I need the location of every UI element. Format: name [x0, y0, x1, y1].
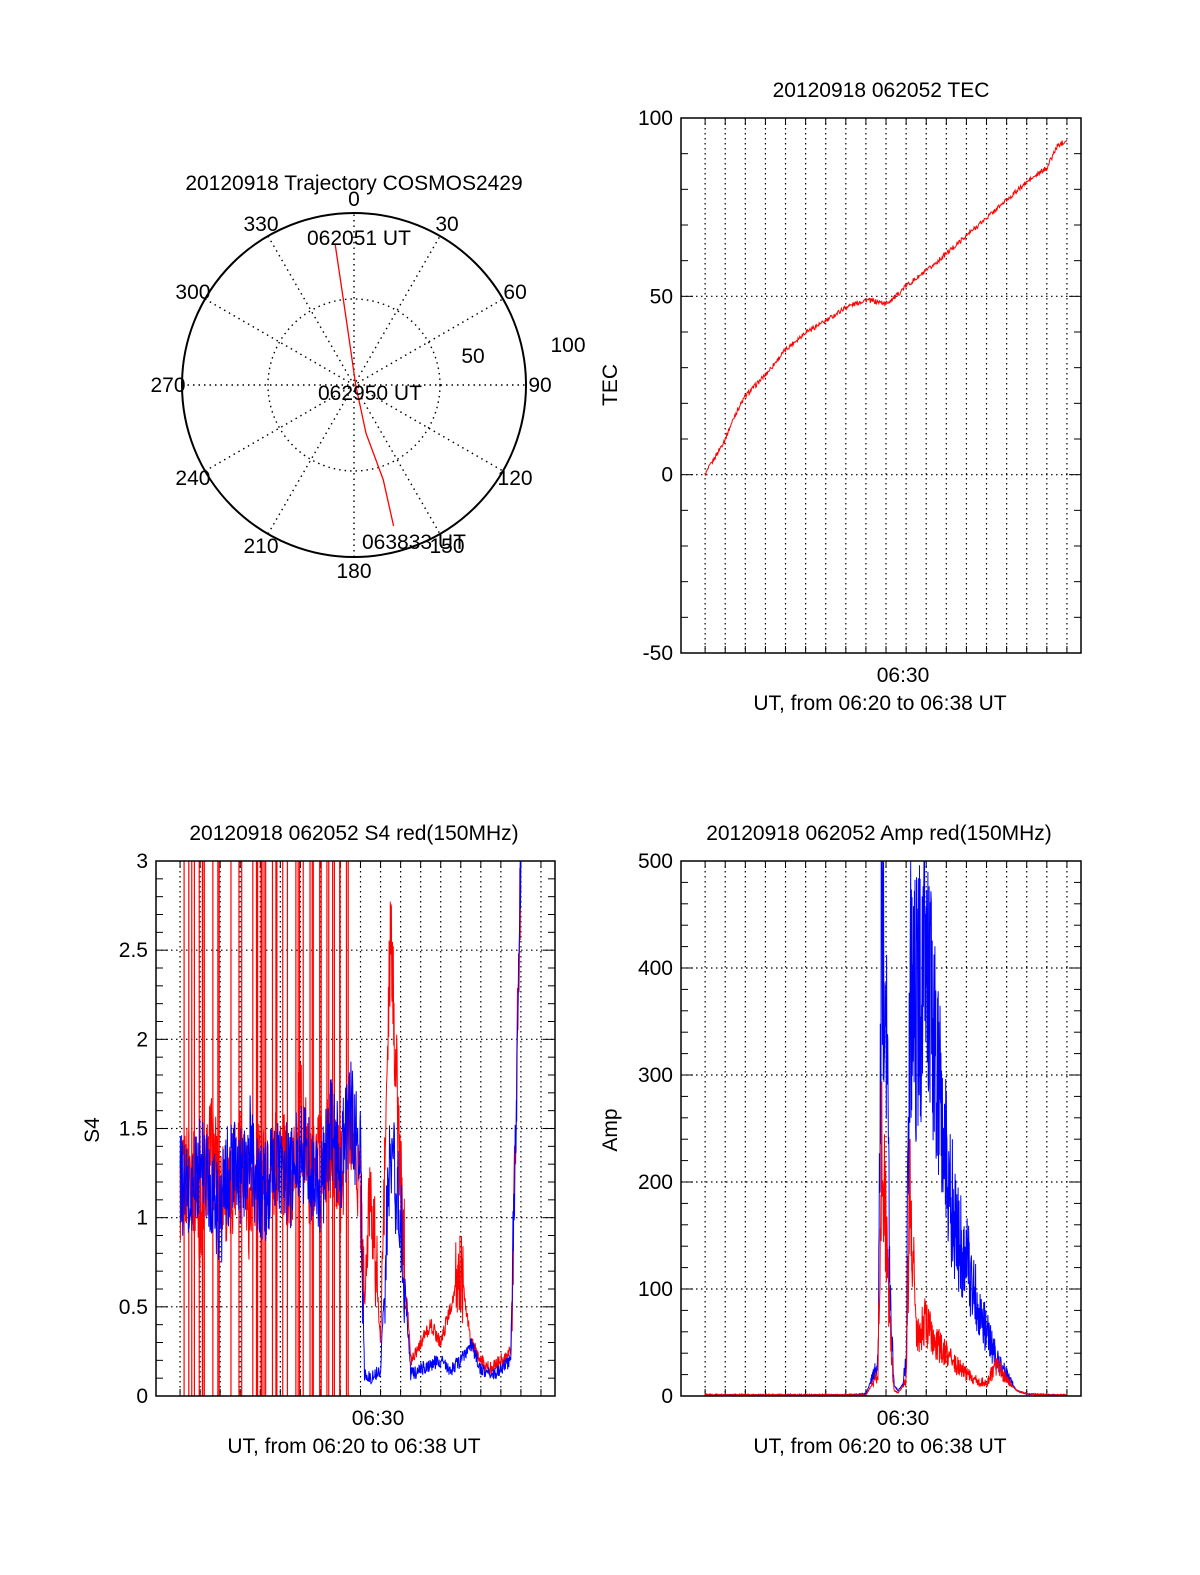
polar-angle-label: 60	[503, 281, 526, 304]
tec-x-tick-label: 06:30	[877, 664, 930, 687]
amp-y-tick-label: 300	[638, 1064, 673, 1087]
polar-grid	[182, 213, 526, 557]
polar-angle-label: 240	[175, 467, 210, 490]
amp-chart: 20120918 062052 Amp red(150MHz) 500 400 30…	[599, 822, 1082, 1458]
s4-y-tick-label: 1	[136, 1207, 148, 1230]
amp-y-tick-label: 0	[661, 1385, 673, 1408]
trajectory-mid-label: 062950 UT	[318, 382, 422, 405]
s4-y-tick-label: 0.5	[119, 1296, 148, 1319]
polar-angle-label: 180	[336, 560, 371, 583]
tec-series-group	[704, 139, 1068, 476]
s4-x-label: UT, from 06:20 to 06:38 UT	[227, 1435, 480, 1458]
trajectory-chart: 20120918 Trajectory COSMOS2429 0 30 60 90 12…	[150, 172, 585, 583]
s4-series-group	[179, 860, 522, 1396]
s4-title: 20120918 062052 S4 red(150MHz)	[189, 822, 518, 845]
amp-title: 20120918 062052 Amp red(150MHz)	[706, 822, 1052, 845]
radial-label-100: 100	[550, 334, 585, 357]
tec-x-label: UT, from 06:20 to 06:38 UT	[753, 692, 1006, 715]
amp-y-tick-label: 100	[638, 1278, 673, 1301]
tec-series-red	[704, 139, 1068, 476]
polar-angle-label: 330	[243, 213, 278, 236]
tec-y-label: TEC	[599, 364, 622, 406]
tec-grid	[681, 117, 1081, 654]
amp-series-group	[704, 860, 1068, 1398]
s4-series-blue	[179, 860, 522, 1385]
tec-y-tick-label: 100	[638, 107, 673, 130]
tec-title: 20120918 062052 TEC	[773, 79, 990, 102]
polar-angle-label: 150	[429, 535, 464, 558]
tec-chart: 20120918 062052 TEC 100 50 0 -50 06:30 UT, …	[599, 79, 1082, 715]
polar-angle-label: 300	[175, 281, 210, 304]
polar-outer-circle	[181, 212, 527, 558]
polar-angle-label: 120	[498, 467, 533, 490]
polar-angle-label: 210	[243, 535, 278, 558]
s4-y-tick-label: 2	[136, 1028, 148, 1051]
polar-angle-label: 0	[348, 188, 360, 211]
radial-label-50: 50	[461, 345, 484, 368]
polar-angle-label: 30	[435, 213, 458, 236]
tec-y-tick-label: 0	[661, 464, 673, 487]
amp-axes-box	[680, 860, 1082, 1397]
s4-x-tick-label: 06:30	[352, 1407, 405, 1430]
tec-axes-box	[680, 117, 1082, 654]
amp-y-tick-label: 200	[638, 1171, 673, 1194]
s4-y-tick-label: 3	[136, 850, 148, 873]
polar-ring-50	[267, 298, 441, 472]
amp-series-red	[704, 1081, 1068, 1398]
trajectory-start-label: 062051 UT	[307, 227, 411, 250]
trajectory-title: 20120918 Trajectory COSMOS2429	[185, 172, 522, 195]
polar-angle-label: 90	[528, 374, 551, 397]
s4-axes-box	[155, 860, 556, 1397]
s4-y-tick-label: 2.5	[119, 939, 148, 962]
amp-y-tick-label: 400	[638, 957, 673, 980]
amp-y-tick-label: 500	[638, 850, 673, 873]
s4-y-tick-label: 0	[136, 1385, 148, 1408]
trajectory-series	[334, 243, 395, 527]
polar-angle-label: 270	[150, 374, 185, 397]
s4-chart: 20120918 062052 S4 red(150MHz) 3 2.5 2 1.5 1…	[81, 822, 556, 1458]
s4-y-ticks: 3 2.5 2 1.5 1 0.5 0	[119, 850, 148, 1408]
s4-y-label: S4	[81, 1117, 104, 1143]
amp-y-label: Amp	[599, 1108, 622, 1151]
amp-y-ticks: 500 400 300 200 100 0	[638, 850, 673, 1408]
s4-y-tick-label: 1.5	[119, 1118, 148, 1141]
polar-spoke	[267, 235, 441, 535]
trajectory-end-label: 063833 UT	[362, 531, 466, 554]
tec-y-tick-label: 50	[650, 285, 673, 308]
amp-x-label: UT, from 06:20 to 06:38 UT	[753, 1435, 1006, 1458]
amp-x-tick-label: 06:30	[877, 1407, 930, 1430]
polar-angle-labels: 0 30 60 90 120 150 180 210 240 270 300 330	[150, 188, 551, 583]
tec-y-ticks: 100 50 0 -50	[638, 107, 673, 665]
tec-y-tick-label: -50	[643, 642, 673, 665]
